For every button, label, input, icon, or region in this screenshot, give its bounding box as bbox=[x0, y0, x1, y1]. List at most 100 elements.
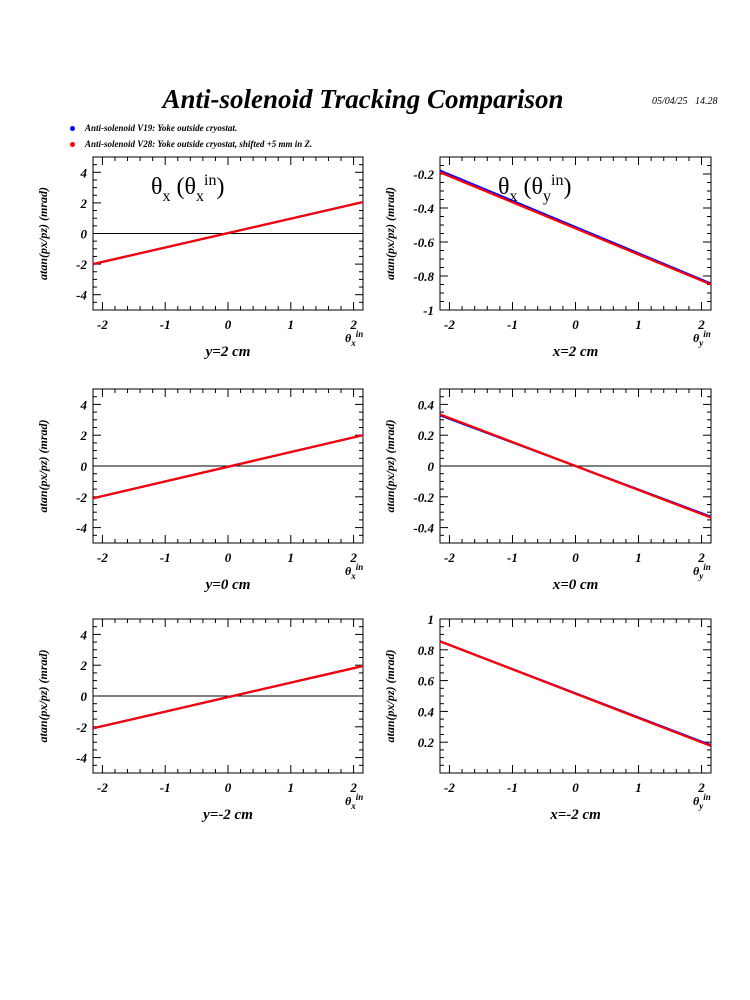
x-axis-corner-label: θyin bbox=[693, 792, 711, 811]
y-axis-title: atan(px/pz) (mrad) bbox=[36, 649, 50, 742]
x-axis-title: y=-2 cm bbox=[201, 807, 253, 823]
x-tick-label: 1 bbox=[288, 550, 295, 565]
chart-panel-4: -2 -1 0 1 2 -0.4 -0.2 0 0.2 0.4 x=0 cm atan(px/pz) … bbox=[383, 388, 712, 593]
legend-entry-v28: Anti-solenoid V28: Yoke outside cryostat… bbox=[70, 139, 312, 149]
plot-title: θx (θxin) bbox=[151, 172, 224, 205]
y-tick-label: 0.2 bbox=[418, 428, 435, 443]
y-tick-label: 4 bbox=[80, 627, 88, 642]
y-tick-label: -1 bbox=[423, 303, 434, 318]
x-tick-label: 1 bbox=[288, 317, 295, 332]
x-axis-corner-label: θyin bbox=[693, 329, 711, 348]
x-tick-label: -2 bbox=[97, 780, 108, 795]
chart-panel-5: -2 -1 0 1 2 -4 -2 0 2 4 y=-2 cm atan(px/pz) (mrad) θ… bbox=[36, 618, 364, 823]
y-axis-title: atan(px/pz) (mrad) bbox=[383, 649, 397, 742]
x-tick-label: 0 bbox=[225, 550, 232, 565]
x-tick-label: 0 bbox=[572, 780, 579, 795]
page-title: Anti-solenoid Tracking Comparison bbox=[162, 84, 564, 114]
y-tick-label: -4 bbox=[76, 751, 87, 766]
y-tick-label: -2 bbox=[76, 490, 87, 505]
y-tick-label: 2 bbox=[80, 196, 88, 211]
x-tick-label: 2 bbox=[697, 550, 705, 565]
y-axis-title: atan(px/pz) (mrad) bbox=[36, 419, 50, 512]
y-tick-label: 2 bbox=[80, 658, 88, 673]
plot-frame bbox=[439, 156, 712, 311]
chart-panel-1: -2 -1 0 1 2 -4 -2 0 2 4 y=2 cm atan(px/pz) (mrad) θx… bbox=[36, 156, 364, 360]
y-tick-label: -4 bbox=[76, 288, 87, 303]
x-tick-label: -2 bbox=[97, 317, 108, 332]
y-tick-label: -0.2 bbox=[413, 490, 434, 505]
x-tick-label: 0 bbox=[572, 317, 579, 332]
chart-panel-6: -2 -1 0 1 2 0.2 0.4 0.6 0.8 1 x=-2 cm atan(px/pz) (… bbox=[383, 612, 712, 823]
x-tick-label: 2 bbox=[349, 317, 357, 332]
series-line-red bbox=[439, 640, 712, 748]
legend-entry-v19: Anti-solenoid V19: Yoke outside cryostat… bbox=[70, 123, 237, 133]
y-tick-label: 0.6 bbox=[418, 674, 435, 689]
y-axis-title: atan(px/pz) (mrad) bbox=[383, 419, 397, 512]
x-tick-label: 1 bbox=[288, 780, 295, 795]
x-tick-label: -1 bbox=[160, 780, 171, 795]
y-tick-label: 0.8 bbox=[418, 643, 435, 658]
x-axis-title: x=0 cm bbox=[552, 577, 599, 593]
y-tick-label: 0.4 bbox=[418, 397, 435, 412]
x-tick-label: 0 bbox=[225, 317, 232, 332]
y-tick-label: 0 bbox=[81, 227, 88, 242]
y-tick-label: -4 bbox=[76, 521, 87, 536]
x-axis-corner-label: θxin bbox=[345, 792, 363, 811]
series-line-red bbox=[92, 434, 364, 500]
x-axis-corner-label: θxin bbox=[345, 562, 363, 581]
x-tick-label: -1 bbox=[160, 550, 171, 565]
legend-label-v28: Anti-solenoid V28: Yoke outside cryostat… bbox=[85, 139, 313, 149]
y-tick-label: -0.2 bbox=[413, 167, 434, 182]
y-tick-label: 0.2 bbox=[418, 735, 435, 750]
legend-marker-red bbox=[70, 142, 75, 148]
x-tick-label: -1 bbox=[160, 317, 171, 332]
x-tick-label: -1 bbox=[507, 550, 518, 565]
series-line-red bbox=[92, 664, 364, 730]
x-axis-corner-label: θyin bbox=[693, 562, 711, 581]
chart-panel-2: -2 -1 0 1 2 -1 -0.8 -0.6 -0.4 -0.2 x=2 cm atan(px/p… bbox=[383, 156, 712, 360]
y-tick-label: -0.4 bbox=[413, 521, 434, 536]
x-tick-label: 2 bbox=[349, 780, 357, 795]
y-tick-label: 0 bbox=[81, 459, 88, 474]
x-tick-label: 2 bbox=[349, 550, 357, 565]
y-axis-title: atan(px/pz) (mrad) bbox=[383, 187, 397, 280]
x-axis-corner-label: θxin bbox=[345, 329, 363, 348]
y-tick-label: -0.4 bbox=[413, 201, 434, 216]
x-tick-label: 0 bbox=[225, 780, 232, 795]
y-tick-label: 1 bbox=[428, 612, 435, 627]
plot-frame bbox=[439, 618, 712, 774]
y-tick-label: -2 bbox=[76, 257, 87, 272]
series-line-red bbox=[92, 201, 364, 266]
y-tick-label: 2 bbox=[80, 428, 88, 443]
plot-title: θx (θyin) bbox=[498, 172, 571, 205]
x-tick-label: -2 bbox=[444, 780, 455, 795]
y-tick-label: 0 bbox=[81, 689, 88, 704]
y-tick-label: 0 bbox=[428, 459, 435, 474]
x-tick-label: 2 bbox=[697, 317, 705, 332]
y-tick-label: 4 bbox=[80, 397, 88, 412]
series-line-red bbox=[439, 171, 712, 286]
legend-marker-blue bbox=[70, 126, 75, 132]
y-tick-label: 0.4 bbox=[418, 704, 435, 719]
series-line-red bbox=[439, 413, 712, 519]
y-tick-label: -0.6 bbox=[413, 235, 434, 250]
y-tick-label: -0.8 bbox=[413, 269, 434, 284]
x-tick-label: -1 bbox=[507, 780, 518, 795]
x-axis-title: x=2 cm bbox=[552, 344, 599, 360]
x-tick-label: -1 bbox=[507, 317, 518, 332]
x-tick-label: 1 bbox=[635, 550, 642, 565]
y-tick-label: 4 bbox=[80, 165, 88, 180]
y-axis-title: atan(px/pz) (mrad) bbox=[36, 187, 50, 280]
legend-label-v19: Anti-solenoid V19: Yoke outside cryostat… bbox=[85, 123, 238, 133]
chart-panel-3: -2 -1 0 1 2 -4 -2 0 2 4 y=0 cm atan(px/pz) (mrad) θx… bbox=[36, 388, 364, 593]
x-tick-label: -2 bbox=[444, 317, 455, 332]
x-tick-label: 0 bbox=[572, 550, 579, 565]
x-axis-title: y=2 cm bbox=[204, 344, 251, 360]
x-tick-label: 2 bbox=[697, 780, 705, 795]
x-tick-label: 1 bbox=[635, 780, 642, 795]
y-tick-label: -2 bbox=[76, 720, 87, 735]
x-axis-title: y=0 cm bbox=[204, 577, 251, 593]
x-axis-title: x=-2 cm bbox=[549, 807, 601, 823]
x-tick-label: -2 bbox=[444, 550, 455, 565]
